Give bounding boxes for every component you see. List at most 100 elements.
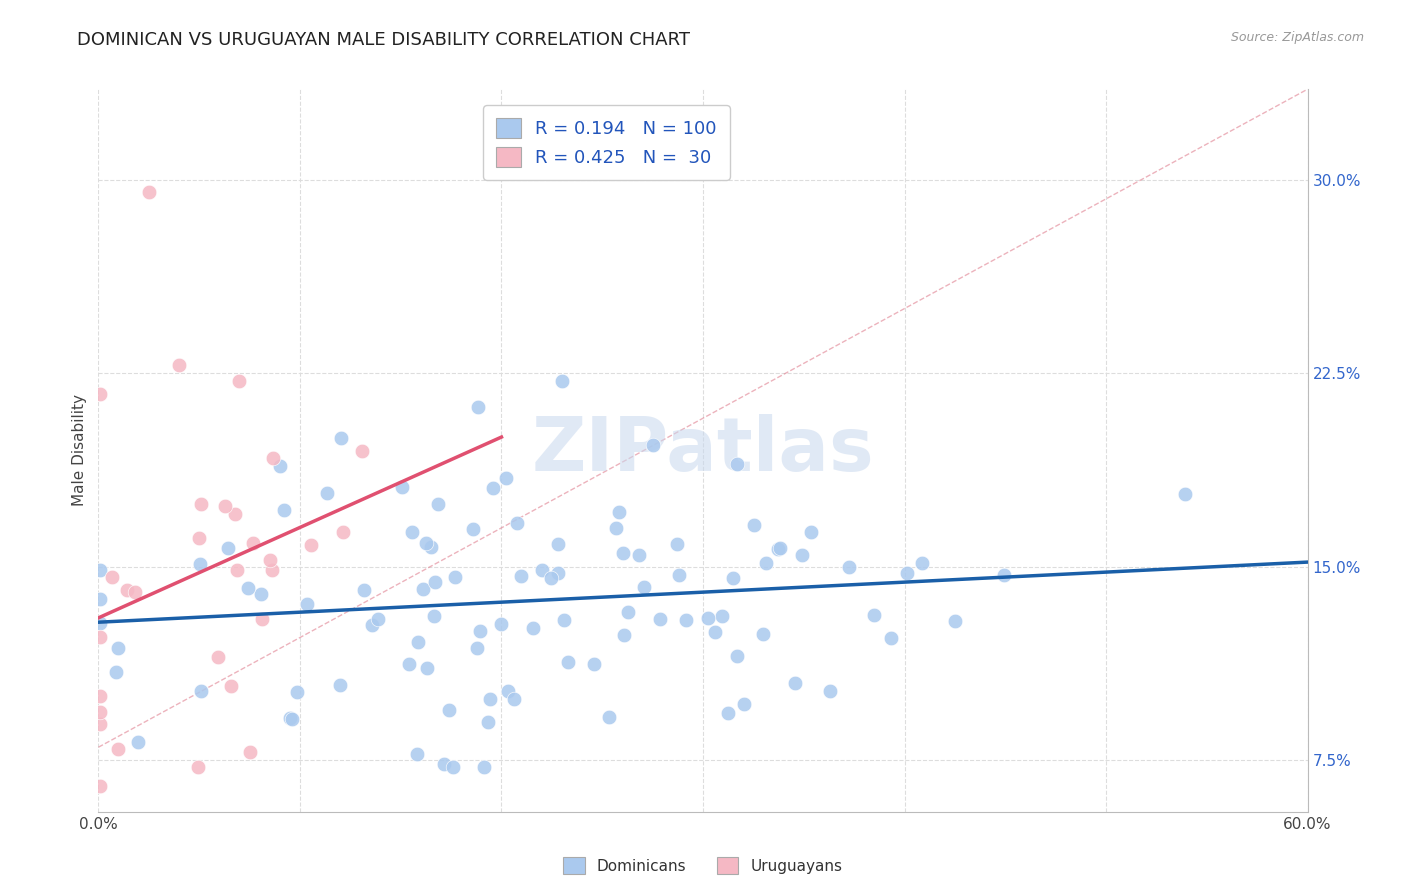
Point bbox=[547, 566, 569, 580]
Point bbox=[648, 612, 671, 626]
Point bbox=[104, 665, 127, 680]
Point bbox=[419, 540, 441, 554]
Point bbox=[406, 635, 429, 649]
Point bbox=[627, 548, 650, 562]
Point bbox=[557, 655, 579, 669]
Point bbox=[107, 641, 129, 656]
Point bbox=[531, 563, 554, 577]
Point bbox=[360, 618, 382, 632]
Point bbox=[943, 615, 966, 629]
Point bbox=[329, 678, 352, 692]
Point bbox=[509, 569, 531, 583]
Point bbox=[478, 691, 501, 706]
Point bbox=[278, 711, 301, 725]
Point bbox=[896, 566, 918, 581]
Point bbox=[755, 556, 778, 570]
Point bbox=[433, 757, 456, 772]
Point bbox=[228, 374, 250, 388]
Point bbox=[911, 556, 934, 570]
Point bbox=[818, 684, 841, 698]
Point bbox=[880, 632, 903, 646]
Point bbox=[725, 458, 748, 472]
Point bbox=[316, 486, 339, 500]
Point bbox=[551, 374, 574, 388]
Point bbox=[89, 630, 111, 644]
Point bbox=[332, 524, 354, 539]
Point bbox=[269, 458, 291, 473]
Point bbox=[482, 481, 505, 495]
Point bbox=[89, 563, 111, 577]
Point bbox=[717, 706, 740, 721]
Point bbox=[127, 735, 149, 749]
Point bbox=[498, 683, 520, 698]
Point bbox=[489, 617, 512, 632]
Point bbox=[226, 563, 249, 577]
Legend: R = 0.194   N = 100, R = 0.425   N =  30: R = 0.194 N = 100, R = 0.425 N = 30 bbox=[484, 105, 730, 179]
Point bbox=[643, 438, 665, 452]
Point bbox=[768, 541, 790, 556]
Point bbox=[423, 608, 446, 623]
Point bbox=[668, 568, 690, 582]
Point bbox=[607, 505, 630, 519]
Legend: Dominicans, Uruguayans: Dominicans, Uruguayans bbox=[557, 851, 849, 880]
Point bbox=[522, 621, 544, 635]
Point bbox=[616, 605, 638, 619]
Point bbox=[115, 582, 138, 597]
Point bbox=[89, 591, 111, 606]
Point bbox=[249, 587, 271, 601]
Point bbox=[742, 518, 765, 533]
Point bbox=[401, 525, 423, 540]
Point bbox=[553, 613, 575, 627]
Point bbox=[703, 625, 725, 640]
Point bbox=[769, 541, 792, 555]
Point bbox=[107, 742, 129, 756]
Point bbox=[838, 559, 860, 574]
Point bbox=[224, 507, 246, 521]
Point bbox=[598, 710, 620, 724]
Point bbox=[503, 692, 526, 706]
Point bbox=[406, 747, 429, 761]
Point bbox=[416, 661, 439, 675]
Text: Source: ZipAtlas.com: Source: ZipAtlas.com bbox=[1230, 31, 1364, 45]
Point bbox=[441, 760, 464, 774]
Point bbox=[273, 502, 295, 516]
Y-axis label: Male Disability: Male Disability bbox=[72, 394, 87, 507]
Point bbox=[468, 624, 491, 638]
Point bbox=[398, 657, 420, 671]
Point bbox=[329, 431, 352, 445]
Point bbox=[89, 616, 111, 631]
Point bbox=[188, 531, 211, 545]
Point bbox=[89, 690, 111, 704]
Text: ZIPatlas: ZIPatlas bbox=[531, 414, 875, 487]
Point bbox=[1174, 487, 1197, 501]
Point bbox=[221, 679, 243, 693]
Point bbox=[124, 584, 146, 599]
Point bbox=[167, 359, 190, 373]
Point bbox=[101, 570, 124, 584]
Point bbox=[187, 759, 209, 773]
Point bbox=[721, 571, 744, 585]
Point bbox=[665, 537, 688, 551]
Point bbox=[214, 500, 236, 514]
Point bbox=[800, 524, 823, 539]
Point bbox=[472, 760, 495, 774]
Point bbox=[862, 608, 884, 623]
Point bbox=[217, 541, 239, 555]
Point bbox=[439, 703, 461, 717]
Point bbox=[711, 609, 734, 624]
Point bbox=[239, 745, 262, 759]
Point bbox=[297, 597, 319, 611]
Point bbox=[633, 580, 655, 594]
Point bbox=[605, 521, 627, 535]
Point bbox=[613, 628, 636, 642]
Point bbox=[426, 496, 449, 510]
Point bbox=[89, 387, 111, 401]
Point bbox=[250, 612, 273, 626]
Point bbox=[299, 538, 322, 552]
Point bbox=[540, 571, 562, 585]
Point bbox=[391, 480, 413, 494]
Point bbox=[89, 705, 111, 719]
Point bbox=[89, 779, 111, 793]
Point bbox=[696, 611, 718, 625]
Point bbox=[262, 563, 284, 577]
